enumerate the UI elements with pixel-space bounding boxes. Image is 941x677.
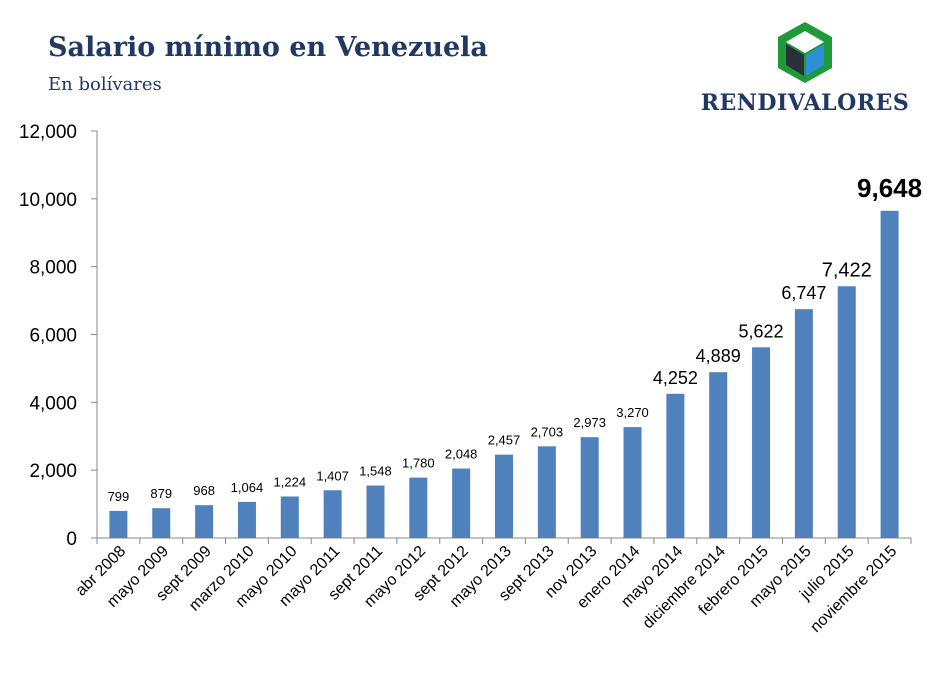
y-tick-label: 6,000 xyxy=(29,326,77,347)
logo-text: RENDIVALORES xyxy=(700,90,910,116)
bar xyxy=(537,446,556,538)
data-label: 7,422 xyxy=(822,259,872,281)
bar xyxy=(366,485,385,538)
data-label: 1,548 xyxy=(359,463,392,478)
data-label: 4,252 xyxy=(653,368,698,388)
chart-y-ticks: 0 2,000 4,000 6,000 8,000 10,000 12,000 xyxy=(19,122,97,550)
data-label: 2,048 xyxy=(445,447,478,462)
data-label: 2,973 xyxy=(573,415,606,430)
data-label: 4,889 xyxy=(696,346,741,366)
bar xyxy=(195,505,214,538)
y-tick-label: 0 xyxy=(66,529,77,550)
chart-data-labels: 799 879 968 1,064 1,224 1,407 1,548 1,780 2,048 2… xyxy=(108,173,923,504)
bar xyxy=(666,393,685,538)
bar xyxy=(409,477,428,538)
y-tick-label: 12,000 xyxy=(19,122,77,143)
bar xyxy=(794,309,813,538)
bar xyxy=(452,468,471,538)
chart-title: Salario mínimo en Venezuela xyxy=(48,32,488,63)
bar xyxy=(580,437,599,538)
y-tick-label: 8,000 xyxy=(29,258,77,279)
y-tick-label: 10,000 xyxy=(19,190,77,211)
chart-bars xyxy=(109,210,899,538)
bar xyxy=(623,427,642,538)
data-label: 3,270 xyxy=(616,405,649,420)
cube-icon xyxy=(778,22,832,83)
rendivalores-logo: RENDIVALORES xyxy=(690,18,920,128)
bar xyxy=(837,286,856,538)
chart-subtitle: En bolívares xyxy=(48,74,162,95)
bar xyxy=(880,210,899,538)
data-label: 5,622 xyxy=(739,321,784,341)
bar xyxy=(495,454,513,538)
bar xyxy=(323,490,342,538)
bar xyxy=(752,347,771,538)
bar xyxy=(709,372,728,538)
data-label: 1,224 xyxy=(274,474,307,489)
data-label: 9,648 xyxy=(857,173,922,203)
bar xyxy=(109,510,128,538)
y-tick-label: 4,000 xyxy=(29,393,77,414)
bar xyxy=(152,508,171,538)
bar xyxy=(237,501,256,538)
data-label: 799 xyxy=(108,489,130,504)
data-label: 879 xyxy=(150,486,172,501)
data-label: 1,780 xyxy=(402,456,435,471)
data-label: 968 xyxy=(193,483,215,498)
data-label: 1,407 xyxy=(316,468,349,483)
bar xyxy=(280,496,299,538)
data-label: 6,747 xyxy=(781,283,826,303)
data-label: 2,457 xyxy=(488,433,521,448)
data-label: 2,703 xyxy=(531,424,564,439)
y-tick-label: 2,000 xyxy=(29,461,77,482)
data-label: 1,064 xyxy=(231,480,264,495)
